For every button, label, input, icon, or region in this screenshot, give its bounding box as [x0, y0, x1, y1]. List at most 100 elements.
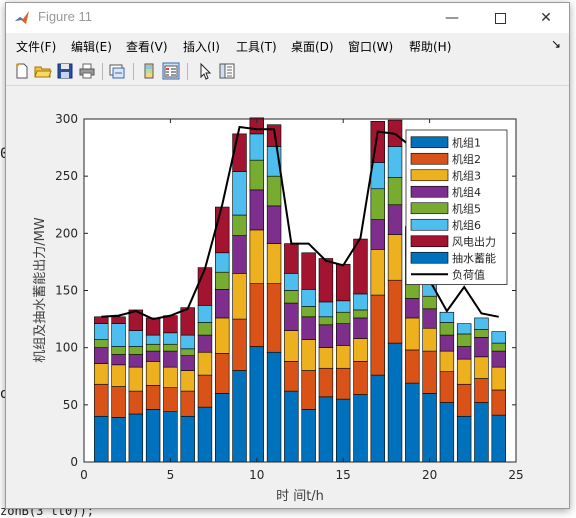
maximize-button[interactable] — [477, 3, 523, 33]
bar-segment-4 — [163, 350, 178, 368]
bar-segment-3 — [474, 356, 489, 379]
link-icon[interactable] — [108, 62, 126, 80]
bar-segment-5 — [456, 333, 472, 347]
bar-segment-2 — [128, 390, 144, 415]
bar-segment-3 — [491, 366, 506, 391]
x-tick-label: 10 — [249, 468, 264, 482]
menu-tools[interactable]: 工具(T) — [236, 40, 277, 54]
bar-segment-3 — [249, 229, 265, 284]
bar-segment-4 — [405, 298, 420, 319]
bar-segment-1 — [94, 415, 109, 463]
bar-segment-4 — [128, 354, 144, 368]
bar-segment-2 — [249, 283, 265, 347]
bar-segment-1 — [422, 393, 437, 463]
print-icon[interactable] — [78, 62, 96, 80]
bar-segment-1 — [405, 382, 420, 463]
bar-segment-2 — [197, 374, 213, 408]
new-figure-icon[interactable] — [13, 62, 31, 80]
bar-segment-3 — [335, 345, 351, 369]
bar-segment-4 — [353, 317, 368, 339]
menu-desktop[interactable]: 桌面(D) — [291, 40, 334, 54]
bar-segment-1 — [163, 411, 178, 463]
menu-window[interactable]: 窗口(W) — [348, 40, 394, 54]
bar-segment-5 — [197, 322, 213, 336]
bar-segment-3 — [145, 361, 161, 386]
bar-segment-6 — [353, 293, 368, 311]
bar-segment-5 — [111, 346, 126, 355]
x-tick-label: 0 — [80, 468, 88, 482]
bar-segment-6 — [249, 133, 265, 161]
bar-segment-1 — [318, 396, 334, 463]
menu-file[interactable]: 文件(F) — [16, 40, 57, 54]
legend-entry: 负荷值 — [452, 267, 485, 281]
close-button[interactable]: ✕ — [540, 10, 552, 26]
bar-segment-3 — [180, 370, 195, 392]
bar-segment-3 — [163, 366, 178, 388]
x-tick-label: 15 — [336, 468, 351, 482]
bar-segment-4 — [456, 346, 472, 360]
window-title: Figure 11 — [38, 9, 92, 24]
bar-segment-5 — [491, 342, 506, 352]
bar-segment-1 — [491, 414, 506, 463]
bar-segment-2 — [439, 371, 455, 403]
bar-segment-2 — [422, 350, 437, 394]
bar-segment-4 — [335, 323, 351, 346]
x-axis-label: 时 间t/h — [276, 489, 324, 504]
bar-segment-5 — [370, 188, 385, 220]
bar-segment-3 — [387, 234, 403, 281]
save-icon[interactable] — [56, 62, 74, 80]
bar-segment-4 — [111, 354, 126, 366]
menu-bar: 文件(F) 编辑(E) 查看(V) 插入(I) 工具(T) 桌面(D) 窗口(W… — [6, 35, 569, 57]
menu-edit[interactable]: 编辑(E) — [71, 40, 112, 54]
legend-icon[interactable] — [162, 62, 180, 80]
bar-segment-6 — [145, 334, 161, 345]
legend-swatch — [410, 152, 449, 165]
bar-segment-3 — [215, 317, 230, 354]
bar-segment-2 — [474, 378, 489, 403]
bar-segment-5 — [353, 309, 368, 319]
bar-segment-7 — [335, 263, 351, 302]
bar-segment-3 — [197, 351, 213, 376]
bar-segment-2 — [353, 361, 368, 395]
open-file-icon[interactable] — [34, 62, 52, 80]
bar-segment-4 — [301, 316, 316, 340]
menu-view[interactable]: 查看(V) — [126, 40, 168, 54]
bar-segment-2 — [387, 279, 403, 344]
bar-segment-2 — [301, 370, 316, 410]
bar-segment-2 — [456, 383, 472, 417]
property-inspector-icon[interactable] — [218, 62, 236, 80]
bar-segment-4 — [370, 219, 385, 250]
bar-segment-6 — [474, 317, 489, 330]
toolbar-separator — [133, 63, 134, 80]
legend-swatch — [410, 218, 449, 231]
bar-segment-6 — [301, 289, 316, 307]
bar-segment-4 — [284, 302, 299, 331]
bar-segment-4 — [145, 350, 161, 362]
bar-segment-7 — [318, 258, 334, 303]
bar-segment-1 — [335, 398, 351, 463]
bar-segment-1 — [387, 342, 403, 463]
bar-segment-7 — [145, 317, 161, 336]
load-line — [101, 125, 499, 321]
menu-help[interactable]: 帮助(H) — [409, 40, 452, 54]
bar-segment-1 — [145, 409, 161, 463]
bar-segment-5 — [145, 343, 161, 352]
bar-segment-2 — [370, 294, 385, 376]
minimize-button[interactable]: — — [445, 10, 459, 26]
legend-entry: 机组4 — [452, 185, 481, 199]
bar-segment-1 — [197, 406, 213, 463]
background-text: o — [0, 386, 8, 402]
pointer-icon[interactable] — [196, 62, 214, 80]
bar-segment-2 — [94, 383, 109, 417]
x-tick-label: 20 — [422, 468, 437, 482]
colorbar-icon[interactable] — [140, 62, 158, 80]
toolbar-separator — [187, 63, 188, 80]
legend-swatch — [410, 169, 449, 182]
menu-insert[interactable]: 插入(I) — [183, 40, 220, 54]
menu-dock-arrow-icon[interactable]: ↘ — [550, 37, 561, 51]
title-bar[interactable]: Figure 11 — ✕ — [6, 3, 569, 33]
bar-segment-6 — [284, 273, 299, 291]
bar-segment-6 — [163, 332, 178, 345]
